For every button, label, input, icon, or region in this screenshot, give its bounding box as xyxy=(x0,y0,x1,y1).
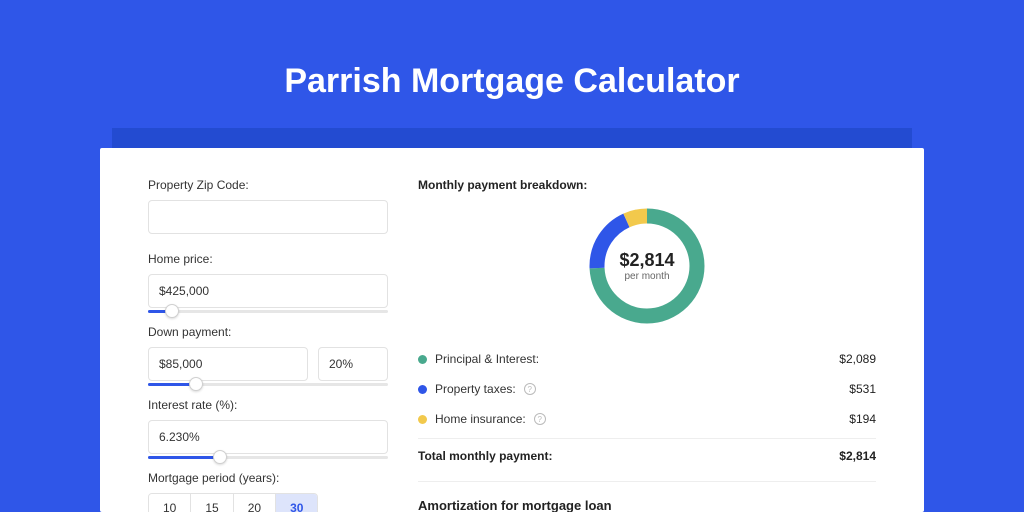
donut-container: $2,814 per month xyxy=(418,206,876,326)
period-button-10[interactable]: 10 xyxy=(149,494,190,512)
form-column: Property Zip Code: Home price: Down paym… xyxy=(148,178,388,512)
breakdown-column: Monthly payment breakdown: $2,814 per mo… xyxy=(418,178,876,512)
breakdown-title: Monthly payment breakdown: xyxy=(418,178,876,192)
legend-row: Home insurance:? $194 xyxy=(418,404,876,434)
legend-dot-icon xyxy=(418,385,427,394)
legend-dot-icon xyxy=(418,355,427,364)
legend-label: Home insurance: xyxy=(435,412,526,426)
help-icon[interactable]: ? xyxy=(534,413,546,425)
down-payment-input[interactable] xyxy=(148,347,308,381)
home-price-label: Home price: xyxy=(148,252,388,266)
home-price-slider[interactable] xyxy=(148,310,388,313)
down-payment-slider[interactable] xyxy=(148,383,388,386)
interest-rate-label: Interest rate (%): xyxy=(148,398,388,412)
amortization-title: Amortization for mortgage loan xyxy=(418,498,876,512)
legend-label: Property taxes: xyxy=(435,382,516,396)
calculator-panel: Property Zip Code: Home price: Down paym… xyxy=(100,148,924,512)
legend-left: Property taxes:? xyxy=(418,382,536,396)
period-button-15[interactable]: 15 xyxy=(190,494,232,512)
home-price-field: Home price: xyxy=(148,252,388,313)
down-payment-slider-thumb[interactable] xyxy=(189,377,203,391)
legend-value: $194 xyxy=(849,412,876,426)
legend-row: Principal & Interest: $2,089 xyxy=(418,344,876,374)
donut-amount: $2,814 xyxy=(619,250,674,271)
help-icon[interactable]: ? xyxy=(524,383,536,395)
period-label: Mortgage period (years): xyxy=(148,471,388,485)
amortization-section: Amortization for mortgage loan Amortizat… xyxy=(418,481,876,512)
interest-rate-slider[interactable] xyxy=(148,456,388,459)
page-background: Parrish Mortgage Calculator Property Zip… xyxy=(0,0,1024,512)
total-label: Total monthly payment: xyxy=(418,449,552,463)
donut-chart: $2,814 per month xyxy=(587,206,707,326)
interest-rate-field: Interest rate (%): xyxy=(148,398,388,459)
interest-rate-slider-thumb[interactable] xyxy=(213,450,227,464)
period-button-group: 10152030 xyxy=(148,493,318,512)
total-value: $2,814 xyxy=(839,449,876,463)
legend-dot-icon xyxy=(418,415,427,424)
page-title: Parrish Mortgage Calculator xyxy=(0,0,1024,101)
home-price-slider-thumb[interactable] xyxy=(165,304,179,318)
period-button-20[interactable]: 20 xyxy=(233,494,275,512)
zip-input[interactable] xyxy=(148,200,388,234)
legend-label: Principal & Interest: xyxy=(435,352,539,366)
down-payment-label: Down payment: xyxy=(148,325,388,339)
legend-value: $531 xyxy=(849,382,876,396)
down-payment-pct-input[interactable] xyxy=(318,347,388,381)
interest-rate-input[interactable] xyxy=(148,420,388,454)
legend-left: Principal & Interest: xyxy=(418,352,539,366)
interest-rate-slider-fill xyxy=(148,456,220,459)
home-price-input[interactable] xyxy=(148,274,388,308)
donut-sublabel: per month xyxy=(624,271,669,282)
legend-list: Principal & Interest: $2,089 Property taxe… xyxy=(418,344,876,434)
period-field: Mortgage period (years): 10152030 xyxy=(148,471,388,512)
donut-center: $2,814 per month xyxy=(587,206,707,326)
total-row: Total monthly payment: $2,814 xyxy=(418,438,876,463)
legend-left: Home insurance:? xyxy=(418,412,546,426)
legend-value: $2,089 xyxy=(839,352,876,366)
zip-label: Property Zip Code: xyxy=(148,178,388,192)
legend-row: Property taxes:? $531 xyxy=(418,374,876,404)
zip-field: Property Zip Code: xyxy=(148,178,388,234)
down-payment-field: Down payment: xyxy=(148,325,388,386)
period-button-30[interactable]: 30 xyxy=(275,494,317,512)
